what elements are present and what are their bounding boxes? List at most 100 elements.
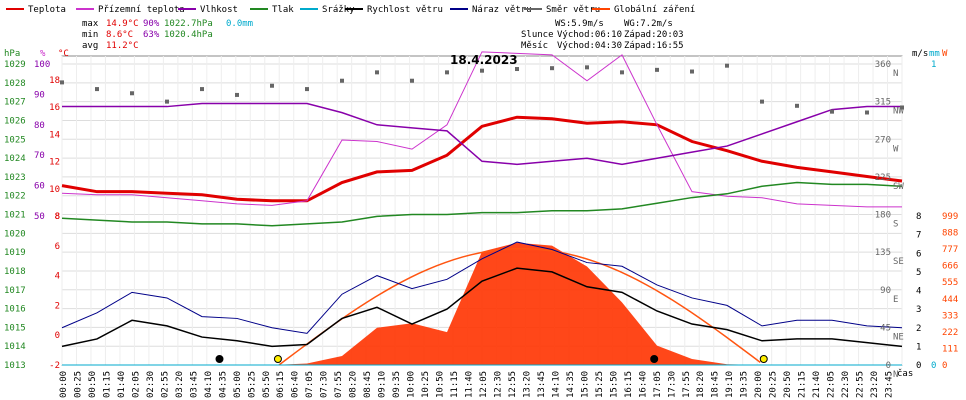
time-tick-label: 00:50 xyxy=(88,371,98,398)
pct-tick-label: 90 xyxy=(34,90,45,100)
max-pressure: 1022.7hPa xyxy=(164,19,213,29)
hpa-tick-label: 1014 xyxy=(4,342,26,352)
hpa-tick-label: 1021 xyxy=(4,211,26,221)
wind-direction-point xyxy=(795,103,799,108)
hpa-tick-label: 1019 xyxy=(4,248,26,258)
wind-direction-point xyxy=(445,70,449,75)
time-tick-label: 12:55 xyxy=(508,371,518,398)
time-tick-label: 09:10 xyxy=(378,371,388,398)
radiation-fill xyxy=(62,242,902,365)
time-tick-label: 03:45 xyxy=(189,371,199,398)
time-tick-label: 06:15 xyxy=(276,371,286,398)
time-tick-label: 22:30 xyxy=(841,371,851,398)
time-tick-label: 23:45 xyxy=(885,371,895,398)
hpa-tick-label: 1024 xyxy=(4,154,26,164)
time-tick-label: 17:30 xyxy=(667,371,677,398)
w-tick-label: 0 xyxy=(942,361,947,371)
wind-direction-point xyxy=(200,87,204,92)
deg-tick-label: 90 xyxy=(880,286,891,296)
time-tick-label: 14:35 xyxy=(566,371,576,398)
moonset-marker xyxy=(650,355,659,363)
time-tick-label: 02:30 xyxy=(146,371,156,398)
wind-direction-point xyxy=(760,99,764,104)
ms-tick-label: 4 xyxy=(916,287,921,297)
wind-direction-point xyxy=(270,83,274,88)
deg-tick-label: 360 xyxy=(875,60,891,70)
dir-tick-label: NW xyxy=(893,107,904,117)
hpa-tick-label: 1020 xyxy=(4,229,26,239)
time-tick-label: 04:10 xyxy=(204,371,214,398)
c-upper-tick-label: 16 xyxy=(49,103,60,113)
moon-label: Měsíc xyxy=(521,41,548,51)
c-upper-tick-label: 10 xyxy=(49,185,60,195)
hpa-tick-label: 1017 xyxy=(4,286,26,296)
c-lower-tick-label: 2 xyxy=(55,301,60,311)
time-tick-label: 08:45 xyxy=(363,371,373,398)
time-tick-label: 01:40 xyxy=(117,371,127,398)
pct-tick-label: 100 xyxy=(34,60,50,70)
series-line-náraz-větru xyxy=(61,241,903,334)
wind-direction-point xyxy=(865,110,869,115)
time-tick-label: 10:00 xyxy=(407,371,417,398)
ms-tick-label: 6 xyxy=(916,249,921,259)
time-tick-label: 16:40 xyxy=(638,371,648,398)
c-lower-tick-label: 0 xyxy=(55,331,60,341)
c-upper-tick-label: 18 xyxy=(49,76,60,86)
time-tick-label: 18:20 xyxy=(696,371,706,398)
axis-title-mm: mm xyxy=(929,49,940,59)
time-tick-label: 20:25 xyxy=(769,371,779,398)
wind-direction-point xyxy=(340,78,344,83)
ms-tick-label: 3 xyxy=(916,305,921,315)
c-lower-tick-label: -2 xyxy=(49,361,60,371)
radiation-area xyxy=(62,242,902,366)
time-tick-label: 15:00 xyxy=(580,371,590,398)
time-tick-label: 07:30 xyxy=(320,371,330,398)
wind-direction-point xyxy=(165,99,169,104)
time-tick-label: 04:35 xyxy=(218,371,228,398)
wind-direction-point xyxy=(375,70,379,75)
time-tick-label: 06:40 xyxy=(291,371,301,398)
time-tick-label: 12:05 xyxy=(479,371,489,398)
series-lines xyxy=(61,51,903,366)
hpa-tick-label: 1026 xyxy=(4,116,26,126)
max-label: max xyxy=(82,19,99,29)
time-tick-label: 01:15 xyxy=(102,371,112,398)
ms-tick-label: 7 xyxy=(916,231,921,241)
hpa-tick-label: 1023 xyxy=(4,173,26,183)
wind-direction-point xyxy=(725,63,729,68)
series-line-teplota xyxy=(61,115,903,203)
time-tick-label: 10:50 xyxy=(436,371,446,398)
time-tick-label: 14:10 xyxy=(551,371,561,398)
w-tick-label: 777 xyxy=(942,245,958,255)
mm-tick-label: 1 xyxy=(931,60,936,70)
wind-direction-point xyxy=(830,109,834,114)
w-tick-label: 111 xyxy=(942,344,958,354)
dir-tick-label: N xyxy=(893,370,898,380)
max-rain: 0.0mm xyxy=(226,19,253,29)
sunrise-marker xyxy=(273,355,282,363)
wind-direction-point xyxy=(620,70,624,75)
legend-label: Náraz větru xyxy=(472,5,532,15)
time-tick-label: 05:25 xyxy=(247,371,257,398)
time-tick-label: 23:20 xyxy=(870,371,880,398)
pct-tick-label: 50 xyxy=(34,212,45,222)
min-humidity: 63% xyxy=(143,30,160,40)
dir-tick-label: E xyxy=(893,295,898,305)
clear-sky-curve xyxy=(278,247,761,366)
hpa-tick-label: 1025 xyxy=(4,135,26,145)
c-upper-tick-label: 14 xyxy=(49,130,60,140)
axes: hPa% °C1029102810271026102510241023102210… xyxy=(4,49,958,398)
time-tick-label: 02:05 xyxy=(131,371,141,398)
legend-label: Přízemní teplota xyxy=(98,5,185,15)
wind-direction-point xyxy=(690,69,694,74)
deg-tick-label: 315 xyxy=(875,98,891,108)
max-temp: 14.9°C xyxy=(106,19,139,29)
deg-tick-label: 135 xyxy=(875,248,891,258)
legend-label: Vlhkost xyxy=(200,5,238,15)
time-tick-label: 03:20 xyxy=(175,371,185,398)
wind-direction-point xyxy=(410,78,414,83)
dir-tick-label: N xyxy=(893,69,898,79)
wind-direction-point xyxy=(550,66,554,71)
w-tick-label: 555 xyxy=(942,278,958,288)
ms-tick-label: 2 xyxy=(916,324,921,334)
